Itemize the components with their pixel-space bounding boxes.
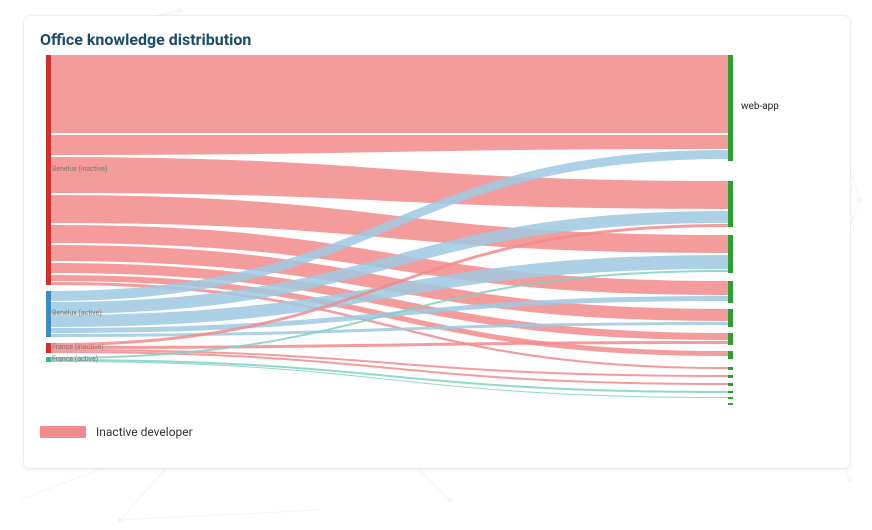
flow — [51, 55, 728, 133]
target-node — [728, 309, 733, 327]
legend-swatch — [40, 426, 86, 438]
target-node — [728, 181, 733, 227]
source-node — [46, 343, 51, 353]
source-node — [46, 55, 51, 285]
source-label: France (inactive) — [52, 343, 104, 351]
target-node — [728, 383, 733, 386]
target-node — [728, 367, 733, 370]
target-node — [728, 55, 733, 161]
source-label: Benelux (active) — [52, 309, 102, 317]
flow — [51, 135, 728, 155]
source-label: France (active) — [52, 355, 98, 363]
legend: Inactive developer — [40, 425, 834, 439]
target-label: web-app — [741, 101, 779, 112]
legend-label: Inactive developer — [96, 425, 193, 439]
flow — [51, 361, 728, 398]
source-node — [46, 357, 51, 362]
flow — [51, 341, 728, 349]
sankey-chart: Benelux (inactive) Benelux (active) France… — [40, 55, 834, 415]
target-node — [728, 403, 733, 405]
sankey-svg — [40, 55, 834, 415]
source-label: Benelux (inactive) — [52, 165, 107, 173]
source-node — [46, 291, 51, 337]
chart-title: Office knowledge distribution — [40, 30, 834, 49]
target-node — [728, 333, 733, 345]
target-node — [728, 375, 733, 378]
target-node — [728, 281, 733, 303]
chart-card: Office knowledge distribution Benelux (i… — [24, 16, 850, 468]
target-node — [728, 235, 733, 273]
target-node — [728, 397, 733, 399]
target-node — [728, 391, 733, 393]
target-node — [728, 351, 733, 359]
